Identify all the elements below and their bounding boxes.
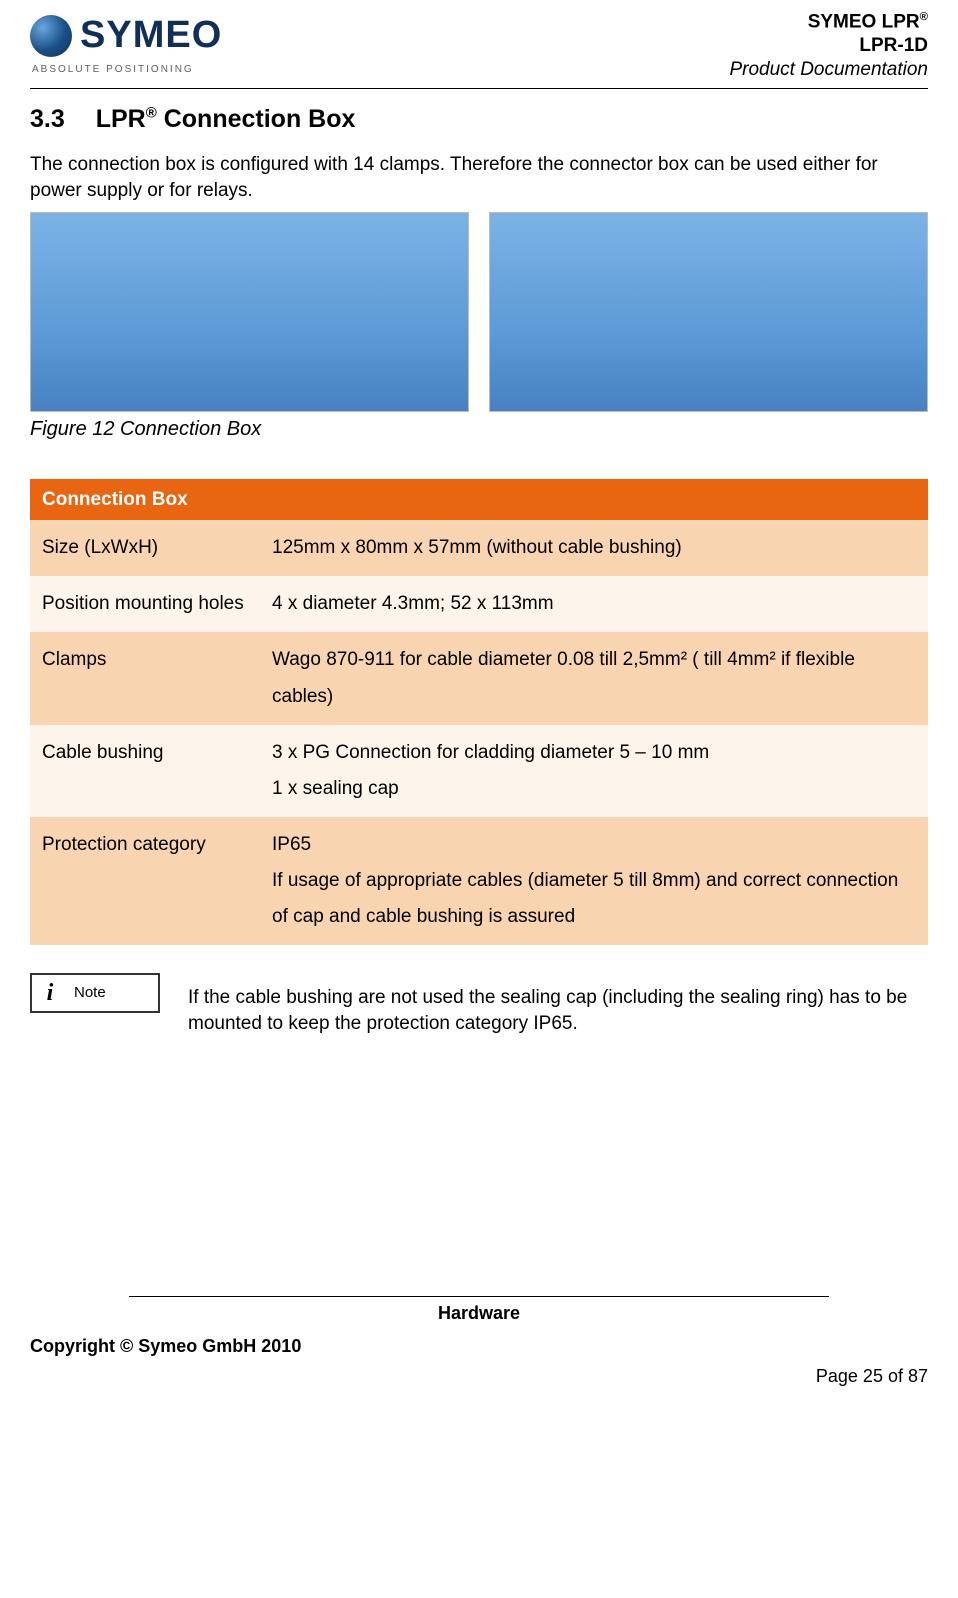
- logo-row: SYMEO: [30, 10, 222, 61]
- footer-copyright: Copyright © Symeo GmbH 2010: [30, 1334, 928, 1358]
- registered-mark: ®: [920, 11, 928, 23]
- section-title-pre: LPR: [96, 105, 146, 133]
- company-name: SYMEO: [80, 10, 222, 61]
- table-header: Connection Box: [30, 479, 928, 521]
- note-label: Note: [74, 983, 106, 1003]
- product-line1: SYMEO LPR®: [729, 10, 928, 34]
- row-value: 4 x diameter 4.3mm; 52 x 113mm: [260, 576, 928, 632]
- intro-paragraph: The connection box is configured with 14…: [30, 152, 928, 203]
- footer-page: Page 25 of 87: [30, 1364, 928, 1388]
- table-row: Cable bushing 3 x PG Connection for clad…: [30, 725, 928, 817]
- note-text: If the cable bushing are not used the se…: [188, 973, 928, 1036]
- figure-image-open: [489, 212, 928, 412]
- table-row: Position mounting holes 4 x diameter 4.3…: [30, 576, 928, 632]
- section-title-post: Connection Box: [157, 105, 356, 133]
- row-label: Protection category: [30, 817, 260, 945]
- row-label: Position mounting holes: [30, 576, 260, 632]
- row-label: Clamps: [30, 632, 260, 724]
- row-value: IP65If usage of appropriate cables (diam…: [260, 817, 928, 945]
- row-value: Wago 870-911 for cable diameter 0.08 til…: [260, 632, 928, 724]
- page-header: SYMEO ABSOLUTE POSITIONING SYMEO LPR® LP…: [30, 10, 928, 89]
- section-number: 3.3: [30, 103, 65, 137]
- product-line1a: SYMEO LPR: [808, 11, 920, 32]
- figure-row: [30, 212, 928, 412]
- spec-table: Connection Box Size (LxWxH) 125mm x 80mm…: [30, 479, 928, 945]
- row-value: 3 x PG Connection for cladding diameter …: [260, 725, 928, 817]
- company-tagline: ABSOLUTE POSITIONING: [32, 63, 222, 77]
- row-value: 125mm x 80mm x 57mm (without cable bushi…: [260, 520, 928, 576]
- figure-caption: Figure 12 Connection Box: [30, 416, 928, 443]
- page-footer: Hardware Copyright © Symeo GmbH 2010 Pag…: [30, 1296, 928, 1388]
- section-title-sup: ®: [146, 104, 157, 121]
- product-line2: LPR-1D: [729, 34, 928, 58]
- product-line3: Product Documentation: [729, 58, 928, 82]
- note-badge: i Note: [30, 973, 160, 1013]
- table-row: Clamps Wago 870-911 for cable diameter 0…: [30, 632, 928, 724]
- figure-image-closed: [30, 212, 469, 412]
- note-block: i Note If the cable bushing are not used…: [30, 973, 928, 1036]
- table-row: Size (LxWxH) 125mm x 80mm x 57mm (withou…: [30, 520, 928, 576]
- row-label: Cable bushing: [30, 725, 260, 817]
- logo-sphere-icon: [30, 15, 72, 57]
- row-label: Size (LxWxH): [30, 520, 260, 576]
- section-title: 3.3 LPR® Connection Box: [30, 103, 928, 137]
- info-icon: i: [40, 977, 60, 1009]
- header-product-info: SYMEO LPR® LPR-1D Product Documentation: [729, 10, 928, 82]
- table-row: Protection category IP65If usage of appr…: [30, 817, 928, 945]
- logo-block: SYMEO ABSOLUTE POSITIONING: [30, 10, 222, 77]
- footer-section: Hardware: [129, 1296, 829, 1325]
